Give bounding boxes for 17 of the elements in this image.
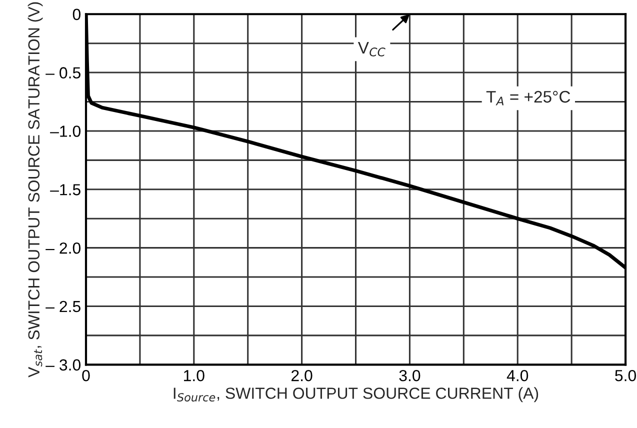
y-tick-label: – 2.5 (46, 300, 80, 312)
annotation: V$_{CC}$ (358, 42, 386, 56)
x-tick-label: 4.0 (506, 370, 528, 382)
x-tick-label: 2.0 (292, 370, 312, 382)
x-tick-label: 3.0 (399, 370, 420, 382)
y-tick-label: –1.5 (50, 184, 80, 196)
y-tick-label: – 3.0 (46, 359, 81, 371)
x-tick-label: 5.0 (615, 370, 636, 382)
y-tick-label: 0 (72, 8, 81, 20)
x-axis-title: I$_{Source}$, SWITCH OUTPUT SOURCE CURRENT (A) (174, 387, 538, 402)
x-tick-label: 0 (82, 370, 90, 382)
annotation: T$_{A}$ = +25°C (486, 90, 570, 106)
x-tick-label: 1.0 (184, 370, 204, 382)
y-axis-title: V$_{sat}$, SWITCH OUTPUT SOURCE SATURATION (V) (28, 2, 43, 378)
y-tick-label: – 2.0 (46, 242, 81, 254)
y-tick-label: –1.0 (50, 126, 81, 137)
y-tick-label: – 0.5 (46, 67, 80, 78)
